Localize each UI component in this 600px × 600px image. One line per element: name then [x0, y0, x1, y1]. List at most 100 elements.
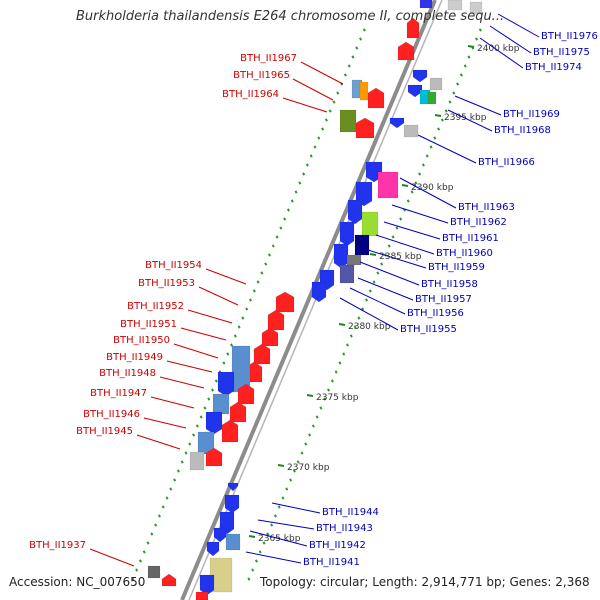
- gene-label-left[interactable]: BTH_II1946: [83, 409, 187, 429]
- kbp-label: 2390 kbp: [411, 183, 454, 193]
- gene-feature[interactable]: [419, 0, 433, 9]
- kbp-tick: [306, 394, 314, 397]
- gene-feature[interactable]: [469, 1, 483, 15]
- gene-label-left[interactable]: BTH_II1964: [222, 89, 328, 113]
- gene-feature[interactable]: [406, 17, 420, 39]
- gene-feature[interactable]: [161, 573, 177, 587]
- svg-text:BTH_II1966: BTH_II1966: [478, 157, 535, 168]
- gene-label-right[interactable]: BTH_II1955: [339, 297, 457, 335]
- gene-feature[interactable]: [237, 383, 255, 405]
- gene-feature[interactable]: [189, 451, 205, 471]
- gene-feature[interactable]: [355, 117, 375, 139]
- gene-feature[interactable]: [377, 171, 399, 199]
- kbp-tick: [467, 45, 475, 48]
- kbp-tick: [401, 184, 409, 187]
- gene-feature[interactable]: [225, 533, 241, 551]
- gene-label-right[interactable]: BTH_II1958: [359, 261, 478, 290]
- gene-feature[interactable]: [221, 419, 239, 443]
- svg-text:BTH_II1943: BTH_II1943: [316, 523, 373, 534]
- gene-feature[interactable]: [199, 574, 215, 596]
- gene-label-right[interactable]: BTH_II1975: [489, 25, 590, 58]
- gene-label-right[interactable]: BTH_II1957: [357, 277, 472, 305]
- gene-label-left[interactable]: BTH_II1953: [138, 278, 239, 306]
- gene-label-left[interactable]: BTH_II1965: [233, 70, 334, 101]
- gene-label-right[interactable]: BTH_II1966: [417, 134, 535, 168]
- gene-feature[interactable]: [333, 243, 349, 269]
- gene-label-left[interactable]: BTH_II1949: [106, 352, 213, 373]
- kbp-label: 2370 kbp: [287, 463, 330, 473]
- gene-feature[interactable]: [147, 565, 161, 579]
- gene-label-left[interactable]: BTH_II1954: [145, 260, 247, 285]
- gene-label-left[interactable]: BTH_II1937: [29, 540, 135, 567]
- gene-label-right[interactable]: BTH_II1974: [479, 37, 582, 73]
- gene-label-right[interactable]: BTH_II1961: [383, 221, 499, 244]
- gene-label-right[interactable]: BTH_II1960: [375, 234, 493, 259]
- gene-feature[interactable]: [206, 541, 220, 557]
- gene-feature[interactable]: [389, 117, 405, 129]
- svg-text:BTH_II1948: BTH_II1948: [99, 368, 156, 379]
- gene-feature[interactable]: [253, 343, 271, 365]
- gene-feature[interactable]: [267, 309, 285, 331]
- gene-feature[interactable]: [195, 591, 209, 600]
- gene-feature[interactable]: [213, 527, 227, 543]
- gene-feature[interactable]: [397, 41, 415, 61]
- kbp-label: 2375 kbp: [316, 393, 359, 403]
- gene-label-right[interactable]: BTH_II1942: [249, 530, 366, 551]
- gene-feature[interactable]: [212, 393, 230, 415]
- gene-label-right[interactable]: BTH_II1962: [391, 204, 507, 228]
- gene-label-right[interactable]: BTH_II1976: [497, 13, 598, 42]
- gene-feature[interactable]: [339, 221, 355, 247]
- gene-feature[interactable]: [346, 254, 362, 266]
- gene-feature[interactable]: [447, 0, 463, 11]
- gene-feature[interactable]: [227, 482, 239, 492]
- kbp-tick: [248, 535, 256, 538]
- svg-text:BTH_II1965: BTH_II1965: [233, 70, 290, 81]
- svg-text:BTH_II1954: BTH_II1954: [145, 260, 202, 271]
- gene-label-left[interactable]: BTH_II1947: [90, 388, 195, 409]
- svg-text:BTH_II1945: BTH_II1945: [76, 426, 133, 437]
- gene-feature[interactable]: [205, 447, 223, 467]
- gene-feature[interactable]: [275, 291, 295, 313]
- kbp-tick: [369, 253, 377, 256]
- gene-feature[interactable]: [224, 494, 240, 514]
- kbp-tick: [434, 114, 442, 117]
- gene-label-left[interactable]: BTH_II1950: [113, 335, 219, 359]
- gene-label-left[interactable]: BTH_II1952: [127, 301, 233, 324]
- gene-feature[interactable]: [412, 69, 428, 83]
- gene-feature[interactable]: [229, 401, 247, 423]
- gene-feature[interactable]: [347, 199, 363, 225]
- gene-label-right[interactable]: BTH_II1963: [399, 177, 515, 213]
- gene-label-right[interactable]: BTH_II1956: [349, 287, 464, 319]
- gene-label-right[interactable]: BTH_II1968: [447, 109, 551, 136]
- gene-feature[interactable]: [361, 211, 379, 237]
- gene-feature[interactable]: [429, 77, 443, 91]
- gene-feature[interactable]: [205, 411, 223, 435]
- gene-label-left[interactable]: BTH_II1951: [120, 319, 227, 341]
- svg-text:BTH_II1941: BTH_II1941: [303, 557, 360, 568]
- svg-text:BTH_II1964: BTH_II1964: [222, 89, 279, 100]
- gene-feature[interactable]: [339, 264, 355, 284]
- gene-feature[interactable]: [359, 81, 369, 101]
- gene-label-left[interactable]: BTH_II1948: [99, 368, 205, 389]
- gene-feature[interactable]: [311, 281, 327, 303]
- gene-label-right[interactable]: BTH_II1941: [245, 551, 360, 568]
- gene-feature[interactable]: [261, 327, 279, 347]
- svg-text:BTH_II1955: BTH_II1955: [400, 324, 457, 335]
- gene-feature[interactable]: [217, 371, 235, 397]
- gene-feature[interactable]: [403, 124, 419, 138]
- gene-label-left[interactable]: BTH_II1945: [76, 426, 181, 450]
- gene-feature[interactable]: [339, 109, 357, 133]
- kbp-tick: [338, 323, 346, 326]
- gene-feature[interactable]: [427, 91, 437, 105]
- gene-feature[interactable]: [407, 84, 423, 98]
- svg-text:BTH_II1967: BTH_II1967: [240, 53, 297, 64]
- gene-feature[interactable]: [354, 234, 370, 256]
- gene-label-right[interactable]: BTH_II1944: [271, 502, 379, 518]
- gene-label-right[interactable]: BTH_II1969: [454, 95, 560, 120]
- gene-label-right[interactable]: BTH_II1959: [367, 249, 485, 273]
- svg-text:BTH_II1961: BTH_II1961: [442, 233, 499, 244]
- gene-label-right[interactable]: BTH_II1943: [257, 519, 373, 534]
- gene-label-left[interactable]: BTH_II1967: [240, 53, 344, 85]
- gene-feature[interactable]: [367, 87, 385, 109]
